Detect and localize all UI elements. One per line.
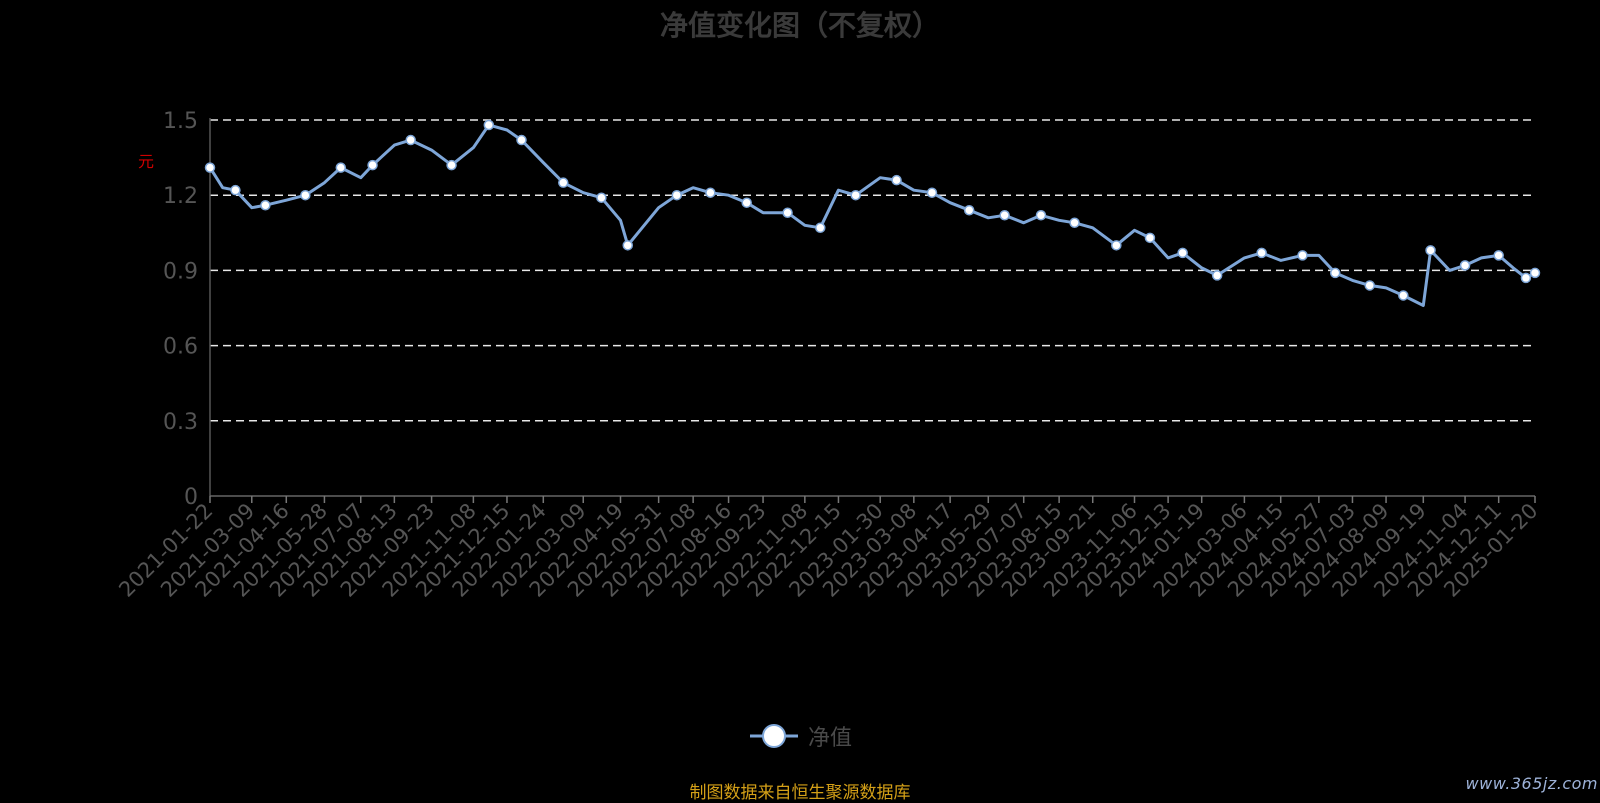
y-tick-label: 0	[184, 485, 198, 510]
data-point	[1364, 280, 1375, 291]
data-point	[1425, 245, 1436, 256]
data-point	[516, 134, 527, 146]
data-point	[1177, 247, 1188, 259]
data-point	[999, 210, 1010, 221]
data-point	[1111, 240, 1122, 251]
data-point	[815, 222, 826, 234]
data-point	[1144, 232, 1156, 244]
y-tick-label: 0.6	[163, 335, 198, 360]
data-point	[260, 199, 271, 211]
series-layer	[204, 119, 1541, 307]
data-point	[1069, 217, 1080, 229]
data-point	[782, 207, 793, 218]
data-point	[1256, 247, 1267, 259]
chart-title: 净值变化图（不复权）	[659, 9, 940, 42]
data-point	[558, 177, 569, 188]
data-point	[204, 162, 216, 173]
legend-line-circle-icon	[749, 724, 798, 748]
data-point	[705, 187, 716, 198]
data-point	[596, 192, 607, 203]
data-point	[230, 184, 241, 196]
data-point	[335, 162, 347, 173]
data-point	[622, 240, 634, 251]
y-tick-label: 1.2	[163, 184, 198, 209]
data-point	[926, 187, 938, 198]
data-point	[1035, 210, 1047, 221]
data-point	[671, 189, 683, 201]
data-point	[1520, 272, 1532, 284]
legend-label: 净值	[807, 726, 852, 751]
data-point	[405, 134, 416, 146]
series-line-nav	[208, 123, 1536, 307]
data-point	[1398, 290, 1409, 301]
data-point	[963, 204, 975, 216]
axis-layer: 00.30.60.91.21.52021-01-222021-03-092021…	[114, 109, 1542, 602]
data-point	[1329, 267, 1341, 279]
y-tick-label: 1.5	[163, 109, 198, 134]
data-point	[1211, 270, 1223, 281]
y-tick-label: 0.3	[163, 410, 198, 435]
y-tick-label: 0.9	[163, 259, 198, 284]
data-point	[1297, 250, 1308, 261]
data-point	[367, 159, 378, 171]
data-point	[1529, 267, 1541, 279]
data-point	[300, 189, 311, 201]
legend[interactable]: 净值	[0, 720, 1600, 752]
y-axis-unit-label: 元	[138, 152, 155, 171]
data-point	[446, 159, 457, 171]
data-point	[891, 174, 902, 186]
data-point	[741, 197, 752, 208]
data-point	[850, 189, 861, 201]
data-point	[1459, 260, 1471, 271]
data-point	[483, 119, 495, 131]
data-point	[1493, 250, 1504, 261]
watermark: www.365jz.com	[1465, 774, 1598, 793]
data-source-note: 制图数据来自恒生聚源数据库	[689, 783, 911, 803]
